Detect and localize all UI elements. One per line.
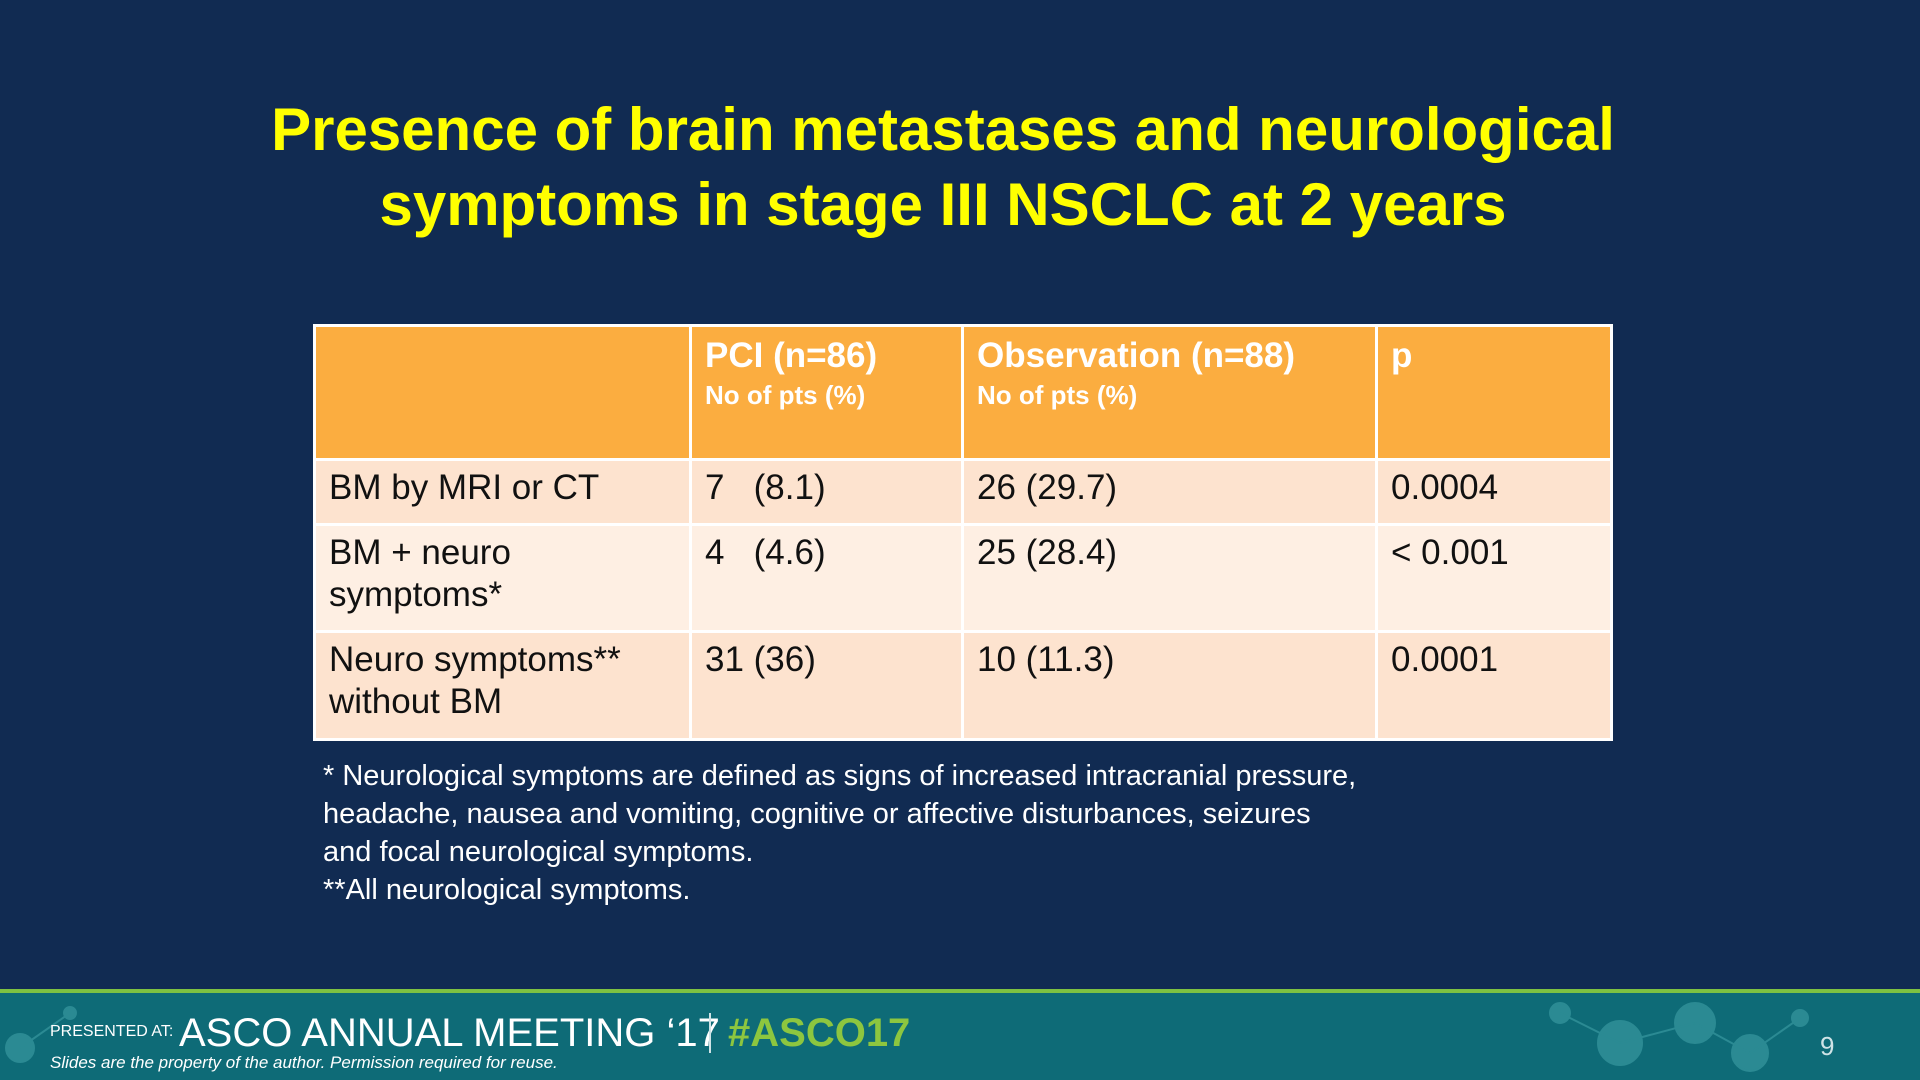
table-cell: BM + neuro symptoms* [313, 523, 692, 633]
header-cell: PCI (n=86) No of pts (%) [689, 324, 964, 461]
header-sub: No of pts (%) [705, 380, 866, 410]
table-cell: < 0.001 [1375, 523, 1613, 633]
title-line: Presence of brain metastases and neurolo… [271, 96, 1615, 163]
separator [709, 1013, 711, 1053]
header-main: PCI (n=86) [705, 336, 878, 375]
table-row: BM by MRI or CT 7 (8.1) 26 (29.7) 0.0004 [313, 458, 1613, 526]
footer-decoration [5, 1002, 1809, 1072]
table-cell: 4 (4.6) [689, 523, 964, 633]
table-cell: 7 (8.1) [689, 458, 964, 526]
page-number: 9 [1820, 1031, 1835, 1061]
table-cell: 25 (28.4) [961, 523, 1378, 633]
header-cell [313, 324, 692, 461]
title-line: symptoms in stage III NSCLC at 2 years [379, 171, 1507, 238]
hashtag: #ASCO17 [728, 1011, 911, 1055]
footnote-line: headache, nausea and vomiting, cognitive… [323, 798, 1311, 830]
header-cell: Observation (n=88) No of pts (%) [961, 324, 1378, 461]
footnotes: * Neurological symptoms are defined as s… [323, 757, 1356, 909]
table-cell: 10 (11.3) [961, 630, 1378, 741]
header-sub: No of pts (%) [977, 380, 1138, 410]
presented-at: PRESENTED AT: [50, 1023, 174, 1040]
footnote-line: and focal neurological symptoms. [323, 836, 754, 868]
table-row: Neuro symptoms** without BM 31 (36) 10 (11… [313, 630, 1613, 741]
footer: PRESENTED AT: ASCO ANNUAL MEETING ‘17 #A… [0, 989, 1920, 1080]
footnote-line: **All neurological symptoms. [323, 874, 691, 906]
slide-title: Presence of brain metastases and neurolo… [0, 92, 1886, 242]
footnote-line: * Neurological symptoms are defined as s… [323, 760, 1357, 792]
header-main: p [1391, 336, 1413, 375]
table-cell: 0.0004 [1375, 458, 1613, 526]
header-cell: p [1375, 324, 1613, 461]
table-cell: 31 (36) [689, 630, 964, 741]
table-cell: Neuro symptoms** without BM [313, 630, 692, 741]
disclaimer: Slides are the property of the author. P… [50, 1053, 558, 1072]
table-cell: 26 (29.7) [961, 458, 1378, 526]
table-cell: BM by MRI or CT [313, 458, 692, 526]
table-cell: 0.0001 [1375, 630, 1613, 741]
header-row: PCI (n=86) No of pts (%) Observation (n=88… [313, 324, 1613, 461]
header-main: Observation (n=88) [977, 336, 1296, 375]
meeting-name: ASCO ANNUAL MEETING ‘17 [179, 1011, 720, 1055]
results-table: PCI (n=86) No of pts (%) Observation (n=88… [313, 324, 1613, 741]
table-row: BM + neuro symptoms* 4 (4.6) 25 (28.4) < 0.… [313, 523, 1613, 633]
